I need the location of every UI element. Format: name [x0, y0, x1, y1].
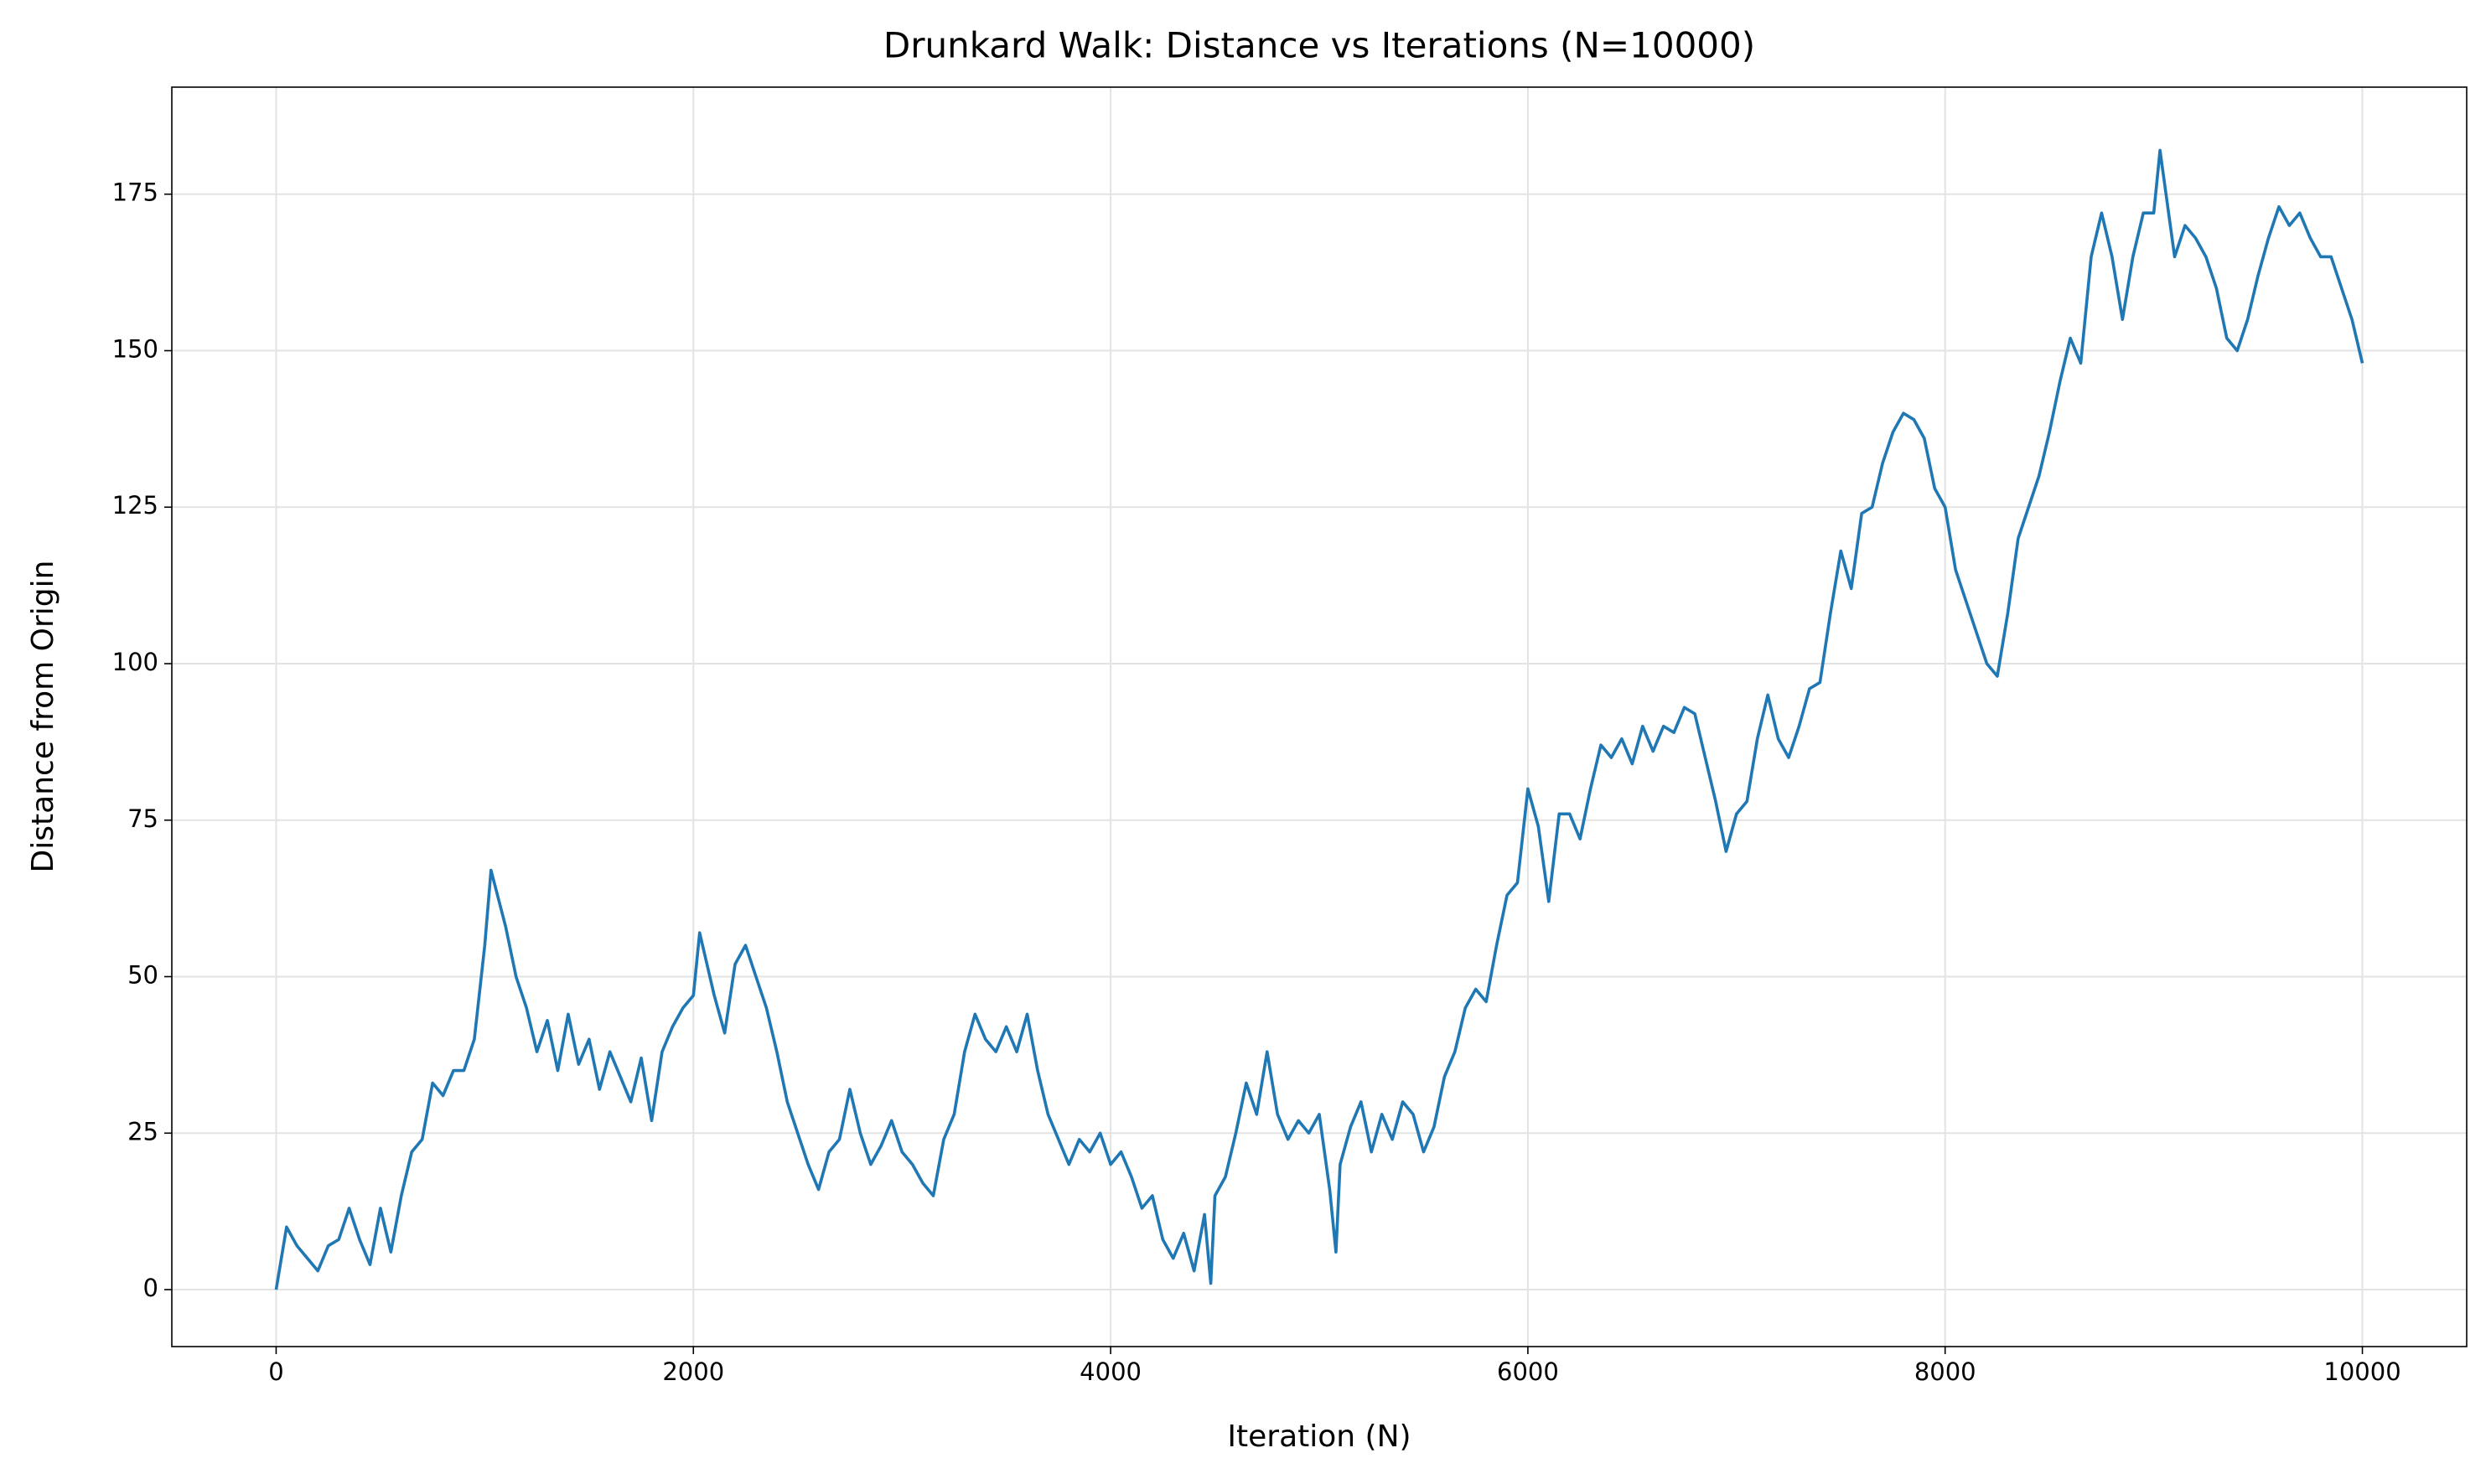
y-tick-label: 100 — [112, 648, 158, 676]
y-tick-label: 25 — [127, 1117, 158, 1145]
y-axis-label: Distance from Origin — [26, 561, 60, 873]
data-line — [274, 148, 2364, 1290]
y-tick-label: 125 — [112, 491, 158, 520]
chart-title: Drunkard Walk: Distance vs Iterations (N… — [883, 25, 1755, 66]
y-tick-label: 75 — [127, 804, 158, 833]
y-tick-label: 175 — [112, 178, 158, 207]
x-tick-label: 8000 — [1914, 1357, 1976, 1386]
plot-frame — [171, 86, 2468, 1347]
y-tick-label: 0 — [143, 1274, 158, 1302]
y-tick-label: 150 — [112, 334, 158, 363]
x-tick-label: 6000 — [1497, 1357, 1559, 1386]
x-tick-label: 10000 — [2323, 1357, 2400, 1386]
x-tick-label: 4000 — [1080, 1357, 1142, 1386]
x-tick-label: 2000 — [662, 1357, 724, 1386]
x-tick-label: 0 — [268, 1357, 283, 1386]
x-axis-label: Iteration (N) — [1227, 1419, 1411, 1454]
y-tick-label: 50 — [127, 961, 158, 990]
